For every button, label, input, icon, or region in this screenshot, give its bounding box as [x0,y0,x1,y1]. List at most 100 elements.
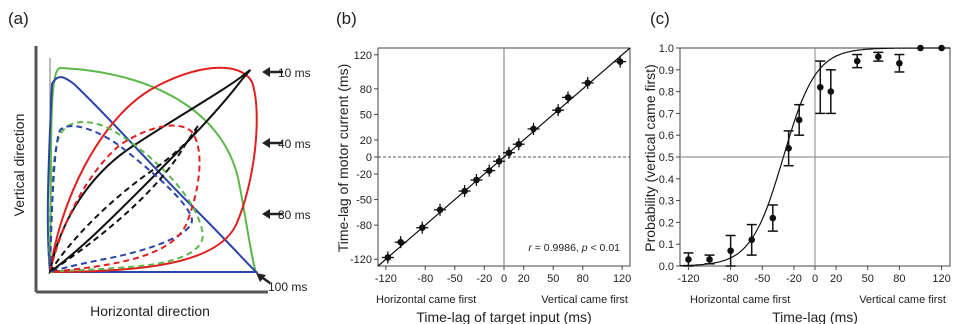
panel-b-x-tick-label: 50 [547,273,559,285]
panel-c-data-point [938,44,945,52]
panel-c-y-tick-label: 0.0 [659,261,674,273]
panel-b-y-tick-label: -80 [356,220,372,232]
label-40ms: 40 ms [278,137,311,151]
panel-c-point-marker [917,44,924,52]
panel-c-data-point [783,130,794,167]
panel-c-point-marker [874,53,882,61]
annotation-40ms: 40 ms [262,137,311,151]
panel-c-right-side-label: Vertical came first [859,294,946,306]
panel-c-y-tick-label: 0.5 [659,152,674,164]
panel-c-data-point [767,204,778,232]
panel-c-y-tick-label: 1.0 [659,43,674,55]
panel-b-point-marker [384,254,392,261]
panel-c-reference-lines [680,48,950,266]
panel-c-point-marker [685,256,692,263]
panel-c-data-point [746,223,757,256]
panel-c-point-marker [827,88,835,95]
panel-b-point-marker [616,58,624,65]
panel-b-stat-label: r = 0.9986, p < 0.01 [528,242,620,254]
panel-c-data-point [794,103,805,136]
panel-b-point-marker [564,94,572,101]
panel-c-point-marker [706,256,713,263]
panel-c-point-marker [795,116,803,124]
panel-b-data-point [552,104,565,117]
panel-b-x-tick-label: 0 [501,273,507,285]
panel-b-y-tick-label: -120 [350,254,372,266]
panel-b-data-point [470,173,483,186]
panel-c-data-point [825,69,836,115]
panel-c-x-tick-label: 0 [812,273,818,285]
panel-c-point-marker [785,144,792,152]
panel-b-x-tick-label: -120 [375,273,397,285]
panel-b-point-marker [505,149,513,157]
panel-b-data-point [381,251,394,264]
panel-b-y-tick-label: 50 [360,109,372,121]
panel-c-point-marker [816,83,824,91]
panel-b-point-marker [473,176,480,184]
panel-c-x-tick-label: -20 [786,273,802,285]
arrow-head-100ms [256,273,266,282]
panel-c-data-point [815,60,826,115]
panel-c-point-marker [748,236,756,244]
stat-p-value: < 0.01 [588,242,621,254]
panel-b-data-point [458,185,471,198]
curve-green-10ms [49,66,257,273]
curve-blue-10ms [46,76,259,273]
panel-c-y-tick-label: 0.9 [659,65,674,77]
stat-r-value: = 0.9986, [532,242,582,254]
arrow-head-10ms [262,67,270,77]
annotation-80ms: 80 ms [262,208,311,222]
panel-c-data-point [852,53,863,69]
stat-p-symbol: p [581,242,588,254]
panel-b-y-tick-label: 0 [366,152,372,164]
panel-c-data-point [725,234,736,267]
panel-c-data-point [873,51,884,62]
panel-b-data-point [561,91,574,104]
panel-a: (a) Vertical direction Horizontal direct… [8,9,311,319]
panel-b-x-tick-label: -80 [417,273,433,285]
panel-b-data-point [614,55,627,68]
panel-b-data-point [493,155,506,168]
panel-c-point-marker [938,44,945,52]
panel-b-y-tick-label: -50 [356,195,372,207]
panel-b-point-marker [584,79,591,87]
panel-c-y-tick-label: 0.3 [659,196,674,208]
curve-green-dashed-80ms [48,120,204,273]
panel-c-left-side-label: Horizontal came first [690,294,790,306]
panel-c-x-ticks: -120 -80 -50 -20 0 20 50 80 120 [677,266,951,285]
panel-c-points [683,44,945,267]
label-80ms: 80 ms [278,208,311,222]
panel-c-letter: (c) [650,9,670,28]
panel-c-data-point [683,252,694,267]
curve-red-40ms [48,66,258,274]
panel-b-x-tick-label: 80 [577,273,589,285]
panel-c-x-tick-label: 80 [893,273,905,285]
panel-b-ylabel: Time-lag of motor current (ms) [335,64,351,253]
panel-b-x-ticks: -120 -80 -50 -20 0 20 50 80 120 [375,266,631,285]
panel-b-data-point [581,76,594,89]
panel-c-data-point [704,254,715,265]
panel-c-data-point [894,53,905,73]
panel-c-point-marker [896,59,903,67]
panel-c-data-point [917,44,924,52]
panel-b-data-point [512,138,525,151]
panel-b-xlabel: Time-lag of target input (ms) [416,309,591,324]
panel-b-points [381,55,627,264]
panel-b-letter: (b) [336,9,357,28]
panel-c-point-marker [769,214,777,222]
arrow-head-80ms [262,209,270,219]
panel-c-x-tick-label: 50 [862,273,874,285]
annotation-10ms: 10 ms [262,66,311,80]
annotation-100ms: 100 ms [256,273,307,294]
panel-b-point-marker [436,206,444,214]
panel-b-data-point [434,203,447,216]
panel-b-data-point [527,122,540,135]
panel-c-y-tick-label: 0.2 [659,217,674,229]
panel-c-y-tick-label: 0.6 [659,130,674,142]
panel-c-y-tick-label: 0.1 [659,239,674,251]
label-100ms: 100 ms [268,280,307,294]
panel-c-xlabel: Time-lag (ms) [772,309,858,324]
panel-c-x-tick-label: 120 [932,273,950,285]
stat-r-symbol: r [528,242,532,254]
curve-red-dashed-80ms [49,124,201,273]
